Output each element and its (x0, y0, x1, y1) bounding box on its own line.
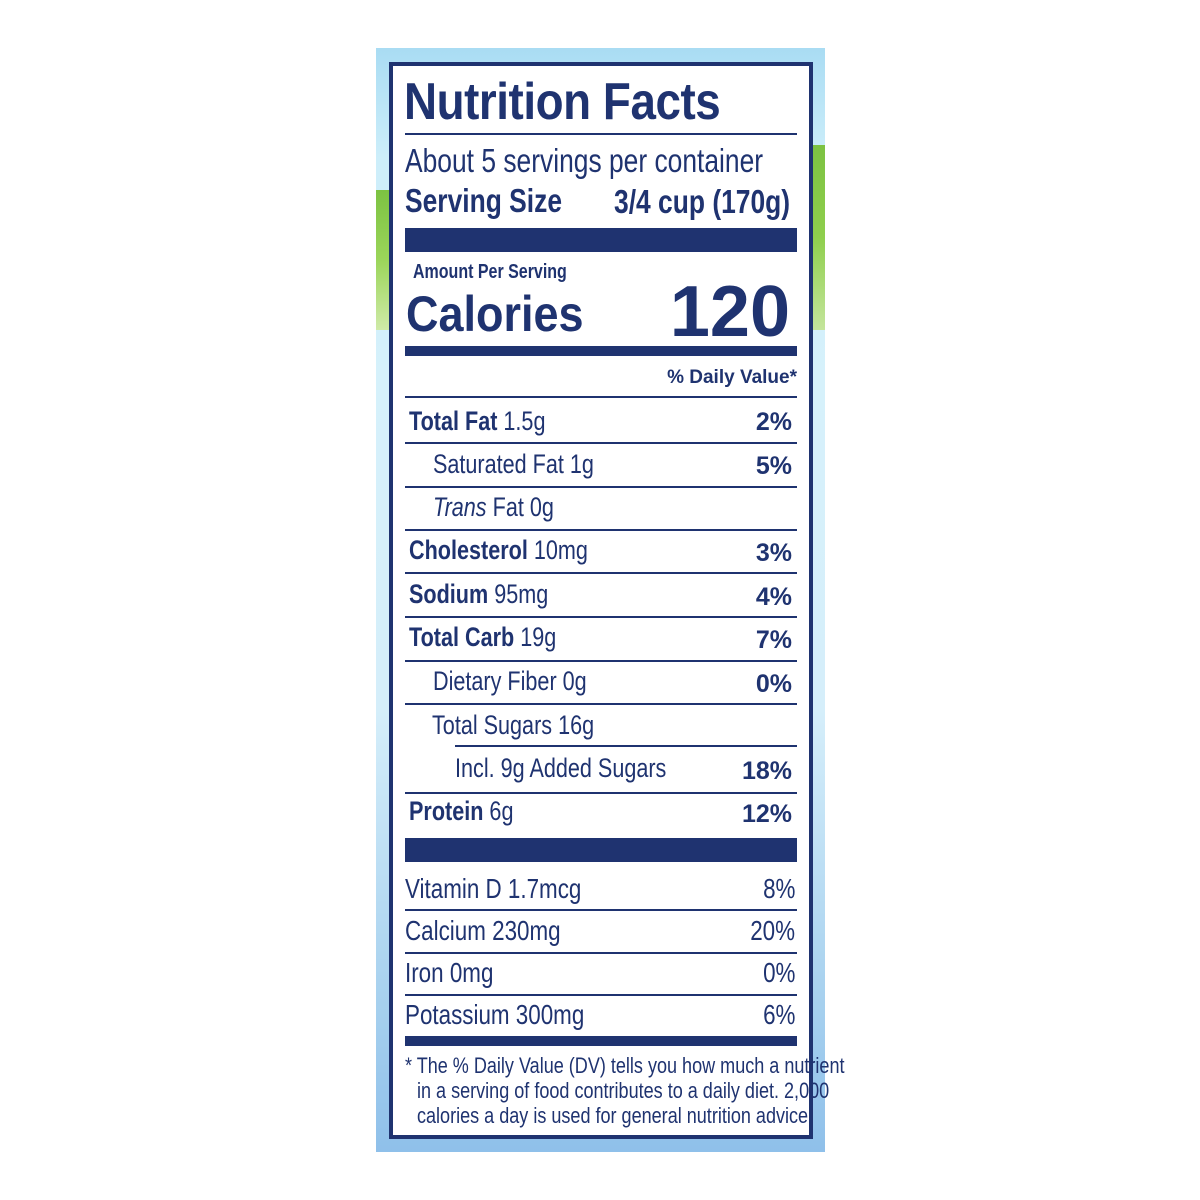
amount-per-serving: Amount Per Serving (413, 261, 567, 283)
grass-left (376, 190, 392, 330)
micronutrient-vitamin-d: Vitamin D 1.7mcg (405, 873, 582, 904)
calories-value: 120 (669, 272, 790, 352)
nutrient-dietary-fiber: Dietary Fiber 0g (433, 666, 587, 696)
divider (405, 994, 797, 996)
nutrient-total-fat: Total Fat 1.5g (409, 406, 546, 436)
thick-divider (405, 1036, 797, 1046)
dv-cholesterol: 3% (755, 539, 792, 567)
divider (405, 660, 797, 662)
serving-size-value: 3/4 cup (170g) (613, 183, 790, 220)
divider (405, 572, 797, 574)
thick-divider (405, 346, 797, 356)
divider (405, 952, 797, 954)
divider (405, 486, 797, 488)
divider (405, 442, 797, 444)
divider (405, 792, 797, 794)
servings-per-container: About 5 servings per container (405, 142, 764, 179)
dv-calcium: 20% (750, 915, 795, 946)
divider (405, 703, 797, 705)
nutrient-total-sugars: Total Sugars 16g (432, 710, 595, 740)
divider (405, 396, 797, 398)
nutrient-trans-fat: Trans Fat 0g (433, 492, 554, 522)
nutrient-total-carb: Total Carb 19g (409, 622, 557, 652)
label-title: Nutrition Facts (404, 73, 721, 131)
dv-iron: 0% (762, 957, 795, 988)
divider (405, 616, 797, 618)
calories-label: Calories (406, 286, 584, 342)
footnote-line: * The % Daily Value (DV) tells you how m… (405, 1053, 845, 1078)
dv-saturated-fat: 5% (755, 452, 792, 480)
footnote-line: calories a day is used for general nutri… (417, 1103, 814, 1128)
daily-value-header: % Daily Value* (667, 367, 797, 388)
dv-total-carb: 7% (755, 626, 792, 654)
dv-protein: 12% (741, 800, 792, 828)
divider (405, 909, 797, 911)
thick-divider (405, 228, 797, 252)
micronutrient-iron: Iron 0mg (405, 957, 494, 988)
serving-size-label: Serving Size (405, 182, 562, 219)
nutrient-sodium: Sodium 95mg (409, 579, 549, 609)
nutrient-protein: Protein 6g (409, 796, 514, 826)
dv-vitamin-d: 8% (762, 873, 795, 904)
micronutrient-calcium: Calcium 230mg (405, 915, 561, 946)
nutrient-added-sugars: Incl. 9g Added Sugars (455, 753, 667, 783)
divider (455, 745, 797, 747)
nutrient-cholesterol: Cholesterol 10mg (409, 535, 588, 565)
nutrient-saturated-fat: Saturated Fat 1g (433, 449, 594, 479)
footnote-line: in a serving of food contributes to a da… (417, 1078, 830, 1103)
dv-potassium: 6% (762, 999, 795, 1030)
dv-total-fat: 2% (755, 408, 792, 436)
dv-dietary-fiber: 0% (755, 670, 792, 698)
dv-sodium: 4% (755, 583, 792, 611)
dv-added-sugars: 18% (741, 757, 792, 785)
grass-right (811, 145, 825, 330)
divider (405, 133, 797, 135)
thick-divider (405, 838, 797, 862)
micronutrient-potassium: Potassium 300mg (405, 999, 585, 1030)
divider (405, 529, 797, 531)
